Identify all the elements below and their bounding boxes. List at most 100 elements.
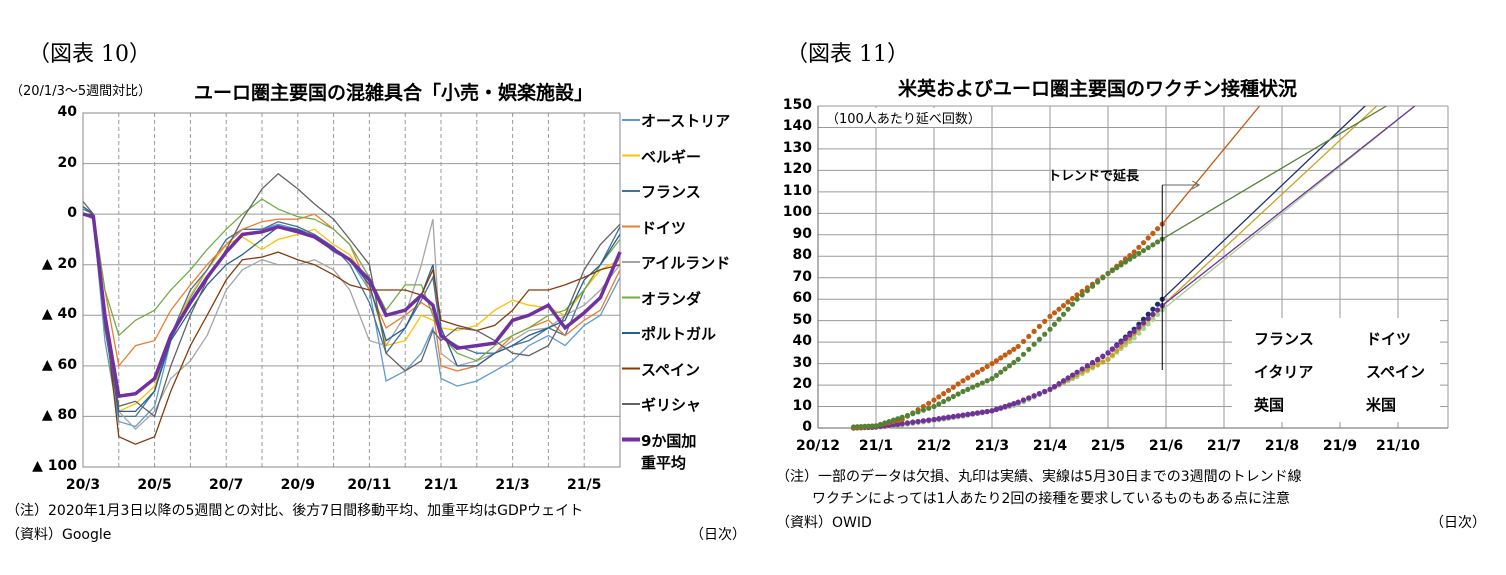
data-point [984,363,990,370]
data-point [1036,336,1042,342]
data-point [1122,339,1129,345]
data-point [1002,366,1008,372]
legend-label: ギリシャ [641,396,702,414]
data-point [1020,338,1027,345]
data-point [970,411,976,417]
series-line-4 [82,206,621,431]
data-point [1047,326,1053,332]
data-point [1140,320,1147,326]
data-point [1131,328,1137,334]
data-point [1031,328,1037,334]
series-line-1 [83,213,621,413]
data-point [1006,363,1013,369]
y-tick-label: 150 [782,97,812,113]
x-tick-label: 21/7 [1206,438,1242,454]
data-point [1089,359,1096,366]
y-tick-label: 20 [792,376,812,393]
legend-label: ドイツ [641,218,687,237]
trend-line-2 [1161,106,1378,307]
series-line-2 [82,208,621,418]
data-point [1074,292,1080,298]
data-point [895,421,901,427]
data-point [945,414,952,420]
trend-line-5 [1161,106,1387,240]
data-point [1131,253,1137,259]
data-point [1060,303,1067,309]
legend-label: 米国 [1366,396,1397,414]
data-point [965,375,971,381]
data-point [1011,346,1017,352]
data-point [1011,359,1017,366]
data-point [1051,321,1058,327]
data-point [1131,249,1137,255]
data-point [1154,301,1161,307]
data-point [1145,321,1151,327]
data-point [1074,296,1080,302]
data-point [1042,388,1048,395]
data-point [882,420,888,426]
data-point [1069,372,1076,378]
data-point [1056,316,1062,322]
data-point [1100,353,1106,359]
data-point [1154,311,1161,318]
y-tick-label: ▲ 40 [41,306,77,323]
data-point [926,417,932,423]
data-point [936,401,942,407]
trend-line-4 [1161,106,1261,225]
x-tick-label: 21/9 [1322,438,1358,454]
trend-line-3 [1161,106,1416,307]
data-point [1127,256,1133,262]
series-line-8 [82,172,621,418]
data-point [1127,332,1133,338]
data-point [1006,402,1013,408]
data-point [993,372,999,379]
x-tick-label: 21/4 [1032,438,1068,454]
data-point [1127,252,1133,259]
data-point [1136,330,1142,336]
data-point [1145,315,1151,322]
data-point [993,406,999,412]
data-point [936,416,942,422]
x-tick-label: 21/3 [974,438,1010,454]
chart2-legend: フランス ドイツ イタリア スペイン 英国 米国 [1232,318,1440,422]
data-point [920,403,926,410]
data-point [865,423,872,429]
series-line-7 [83,213,621,445]
y-tick-label: ▲ 60 [41,356,77,373]
data-point [1015,343,1021,350]
data-point [1026,395,1032,401]
data-point [945,396,952,402]
data-point [1109,346,1115,352]
data-point [920,418,926,424]
data-point [1114,348,1120,354]
y-tick-label: 30 [792,354,812,371]
figure-11-label: （図表 11） [786,42,909,67]
legend-label: 9か国加重平均 [641,431,697,472]
figure-10-label: （図表 10） [28,42,151,67]
data-point [915,409,921,415]
data-point [1089,364,1096,370]
data-point [974,369,981,375]
y-tick-label: 100 [782,204,812,221]
trend-line-1 [1161,106,1366,300]
data-point [950,384,956,390]
data-point [877,421,883,428]
legend-label: オーストリア [641,112,731,130]
data-point [1020,397,1027,403]
data-point [915,418,921,425]
legend-label: スペイン [641,360,700,379]
data-point [1154,226,1161,232]
x-tick-label: 20/5 [137,477,172,493]
legend-label: アイルランド [641,254,731,272]
data-point [979,380,985,386]
data-point [1056,306,1062,312]
data-point [910,419,916,425]
x-tick-label: 20/12 [795,438,841,454]
data-point [1047,313,1053,319]
data-point [1084,366,1090,372]
data-point [1140,247,1147,254]
data-point [1154,307,1161,313]
data-point [993,358,999,364]
data-point [936,394,942,400]
y-tick-label: ▲ 80 [41,407,77,424]
